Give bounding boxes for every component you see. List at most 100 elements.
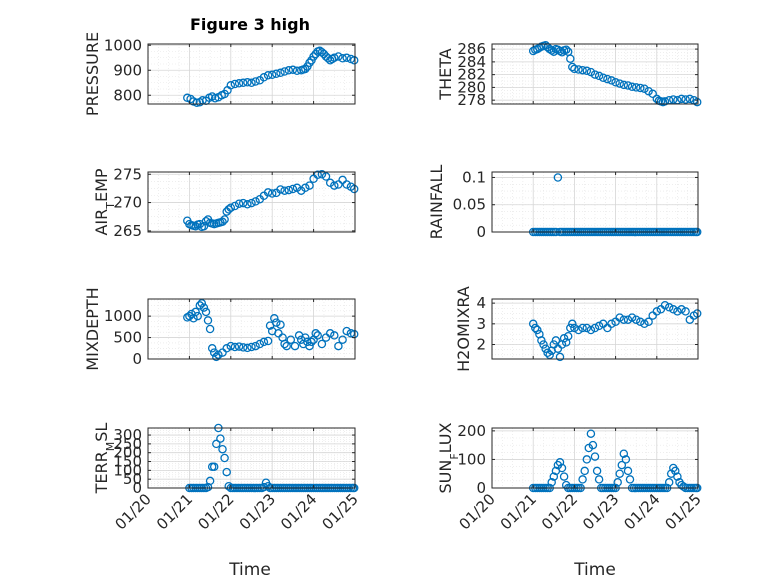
data-point [623, 81, 633, 90]
data-point [209, 462, 219, 472]
y-axis-label: THETA [436, 48, 455, 100]
data-point [290, 341, 300, 351]
y-tick-label: 250 [113, 435, 142, 453]
data-point [615, 79, 624, 88]
data-point [234, 342, 244, 351]
data-point [566, 323, 575, 333]
axes-box [491, 298, 699, 360]
data-point [220, 215, 229, 224]
data-point [685, 94, 695, 104]
y-axis-label-subscript: F [448, 453, 461, 459]
y-tick-label: 270 [113, 194, 142, 212]
data-point [553, 173, 563, 182]
data-point [617, 460, 627, 470]
data-point [207, 344, 217, 353]
data-point [292, 66, 302, 76]
data-point [528, 319, 538, 329]
data-point [238, 343, 248, 352]
y-tick-label: 286 [457, 40, 486, 58]
data-point [549, 47, 559, 56]
y-tick-label: 282 [457, 66, 486, 84]
y-tick-label: 280 [457, 78, 486, 96]
y-axis-label-part: LUX [436, 422, 455, 453]
y-tick-label: 284 [457, 53, 486, 71]
y-tick-label: 500 [113, 329, 142, 347]
y-tick-label: 150 [113, 453, 142, 471]
data-point [592, 466, 602, 476]
y-tick-label: 900 [113, 61, 142, 79]
chart-title: Figure 3 high [190, 15, 310, 34]
data-point [218, 444, 227, 454]
data-point [677, 94, 686, 104]
data-point [692, 309, 702, 318]
data-point [185, 311, 194, 321]
data-point [652, 307, 662, 316]
data-point [566, 54, 575, 63]
data-point [547, 478, 556, 487]
data-point [623, 466, 633, 476]
axes-box [147, 43, 356, 105]
data-point [621, 455, 631, 464]
data-point [547, 46, 556, 55]
y-axis-label: H2OMIXRA [454, 286, 473, 372]
data-point [615, 469, 624, 478]
data-point [644, 317, 653, 327]
data-point [543, 348, 552, 358]
data-point [619, 449, 629, 458]
data-point [531, 323, 540, 333]
data-point [199, 222, 209, 231]
data-point [259, 482, 269, 492]
data-point [627, 313, 637, 322]
y-tick-label: 0 [476, 223, 486, 241]
data-point [539, 340, 548, 349]
data-point [305, 181, 314, 190]
data-point [681, 307, 690, 316]
data-point [679, 482, 688, 491]
data-point [305, 341, 314, 351]
data-point [325, 329, 335, 338]
y-axis-label-part: TERR [92, 451, 111, 494]
data-point [549, 472, 559, 481]
data-point [317, 170, 327, 179]
y-tick-label: 4 [476, 294, 486, 312]
data-point [267, 70, 277, 80]
data-point [216, 434, 225, 443]
x-axis-label-left: Time [228, 560, 271, 580]
data-point [631, 83, 641, 92]
data-point [267, 189, 277, 198]
data-point [669, 305, 678, 314]
axes-box [147, 427, 356, 489]
data-point [321, 172, 331, 181]
data-point [251, 77, 260, 86]
data-point [619, 315, 629, 324]
y-tick-label: 2 [476, 336, 486, 354]
data-point [594, 321, 604, 331]
data-point [191, 222, 200, 231]
data-point [582, 455, 592, 464]
axes-box [147, 298, 356, 360]
y-axis-label: MIXDEPTH [83, 287, 102, 370]
data-point [330, 53, 339, 63]
data-point [276, 68, 285, 78]
data-point [551, 336, 561, 345]
data-point [570, 323, 579, 333]
data-point [259, 337, 269, 347]
y-axis-label-part: SL [92, 423, 111, 442]
y-axis-label-subscript: M [104, 442, 117, 452]
data-point [193, 311, 202, 321]
y-tick-label: 200 [113, 444, 142, 462]
data-point [590, 323, 600, 333]
data-point [234, 79, 244, 88]
axes-box [491, 43, 699, 105]
data-point [342, 53, 351, 63]
y-axis-label: RAINFALL [427, 165, 446, 240]
data-point [619, 80, 629, 90]
data-point [222, 344, 231, 353]
data-point [274, 329, 283, 338]
data-point [214, 350, 223, 359]
data-point [681, 95, 690, 104]
data-point [338, 335, 347, 344]
